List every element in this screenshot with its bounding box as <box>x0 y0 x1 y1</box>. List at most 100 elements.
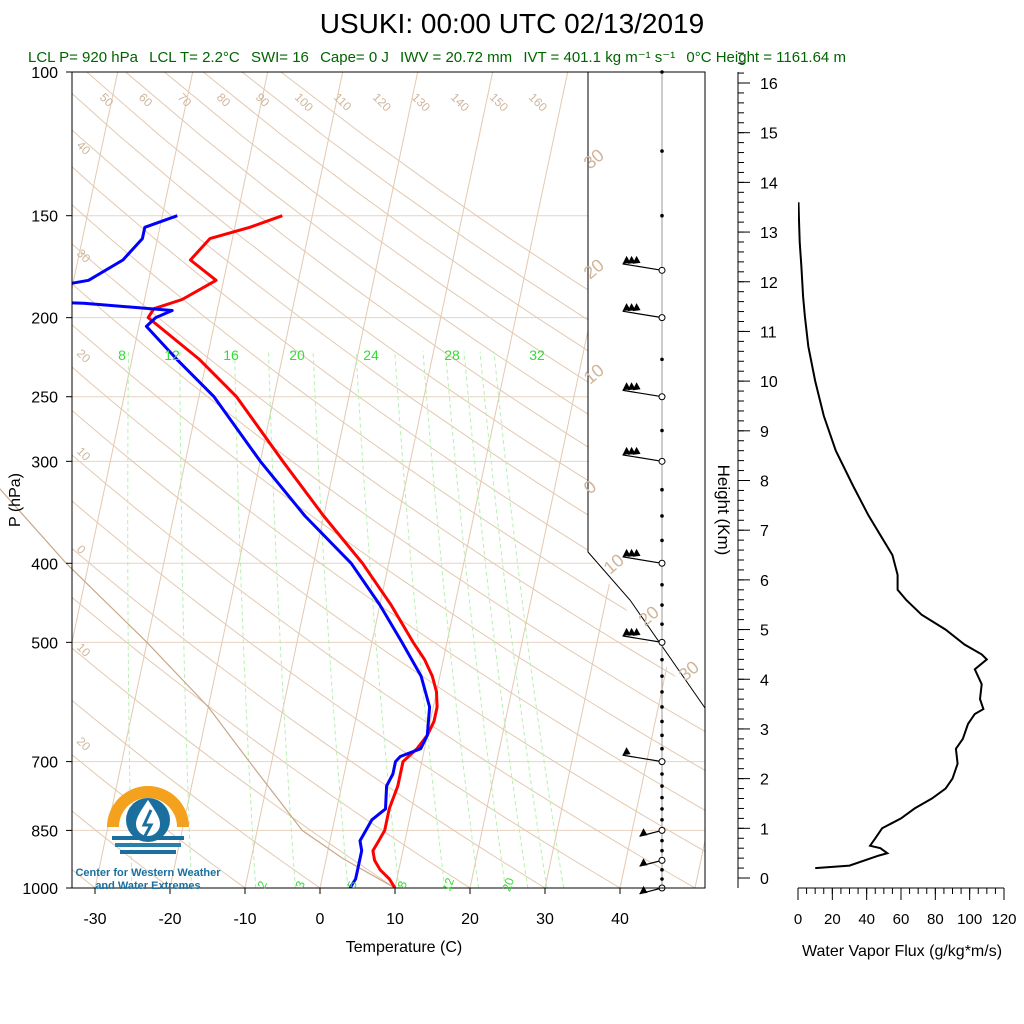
wvf-x-tick-label: 40 <box>858 911 875 928</box>
wind-level-dot <box>660 719 664 724</box>
x-tick-label: -10 <box>233 911 256 928</box>
wvf-y-tick-label: 10 <box>760 374 778 391</box>
barb-station-circle <box>658 826 666 834</box>
dry-adiabat-label: 80 <box>214 90 234 110</box>
wind-level-dot <box>660 838 664 843</box>
mixing-ratio-line <box>422 351 480 888</box>
barb-panel-mask <box>588 72 705 708</box>
y-tick-label: 850 <box>31 823 58 840</box>
wind-level-dot <box>660 733 664 738</box>
mixing-ratio-line <box>268 351 296 888</box>
water-vapor-flux-plot: 0 20 40 60 80 100 120012345678910111213141516 … <box>714 52 1017 960</box>
wind-level-dot <box>660 428 664 433</box>
x-tick-label: 0 <box>316 911 325 928</box>
mixing-ratio-label: 16 <box>223 347 239 363</box>
barb-flag <box>632 627 641 636</box>
wind-level-dot <box>660 149 664 153</box>
wvf-x-tick-label: 20 <box>824 911 841 928</box>
wvf-y-tick-label: 8 <box>760 474 769 491</box>
barb-staff <box>622 635 663 643</box>
wvf-y-tick-label: 14 <box>760 175 778 192</box>
wind-level-dot <box>660 487 664 492</box>
mixing-ratio-label: 20 <box>289 347 305 363</box>
barb-staff <box>622 310 663 319</box>
wind-level-dot <box>660 818 664 822</box>
barb-station-circle <box>658 457 666 465</box>
mixing-ratio-label: 20 <box>499 876 517 894</box>
mixing-ratio-label: 8 <box>118 347 126 363</box>
barb-staff <box>622 263 663 271</box>
wvf-y-tick-label: 13 <box>760 225 778 242</box>
dry-adiabat-label: 20 <box>74 734 94 754</box>
mixing-ratio-line <box>493 351 565 888</box>
dry-adiabat <box>72 243 705 695</box>
dry-adiabat-label: 20 <box>74 346 94 366</box>
barb-flag <box>627 255 636 264</box>
barb-staff <box>622 556 663 564</box>
mixing-ratio-line <box>234 351 257 888</box>
wvf-y-tick-label: 7 <box>760 523 769 540</box>
logo-sun-arc <box>107 786 189 828</box>
barb-flag <box>639 885 648 894</box>
mixing-ratio-line <box>312 351 349 888</box>
wind-barb <box>622 747 666 766</box>
wvf-y-tick-label: 4 <box>760 672 769 689</box>
mixing-ratio-line <box>445 351 506 888</box>
y-axis-title: P (hPa) <box>7 473 24 527</box>
mixing-ratio-line <box>179 351 192 888</box>
wvf-y-tick-label: 9 <box>760 424 769 441</box>
dry-adiabat <box>72 283 705 733</box>
barb-station-circle <box>658 638 666 646</box>
barb-station-circle <box>658 393 666 401</box>
dry-adiabat-label: 120 <box>370 90 394 114</box>
mixing-ratio-label: 28 <box>444 347 460 363</box>
wind-barb <box>622 382 666 401</box>
y-tick-label: 200 <box>31 311 58 328</box>
dry-adiabat <box>72 454 696 888</box>
isotherm-line <box>394 72 569 888</box>
dry-adiabat <box>86 72 705 520</box>
wind-barb <box>622 627 666 646</box>
dry-adiabat-label: 60 <box>136 90 156 110</box>
isotherm-line <box>319 72 494 888</box>
isotherm-line <box>244 72 419 888</box>
wind-level-dot <box>660 657 664 662</box>
dry-adiabat <box>72 204 705 658</box>
wind-level-dot <box>660 705 664 709</box>
wvf-y-tick-label: 15 <box>760 126 778 143</box>
barb-flag <box>622 255 631 264</box>
x-tick-label: 40 <box>611 911 629 928</box>
skew-t-frame <box>71 71 706 889</box>
barb-flag <box>632 255 641 264</box>
wind-level-dot <box>660 538 664 543</box>
wind-level-dot <box>660 690 664 694</box>
barb-staff <box>622 389 663 398</box>
dry-adiabat <box>72 129 705 587</box>
x-tick-label: 20 <box>461 911 479 928</box>
wind-level-dot <box>660 622 664 626</box>
sounding-info-bar: LCL P= 920 hPa LCL T= 2.2°C SWI= 16 Cape… <box>28 48 853 66</box>
wind-level-dot <box>660 746 664 751</box>
mixing-ratio-line <box>463 351 529 888</box>
barb-station-circle <box>658 314 666 322</box>
wvf-x-tick-label: 80 <box>927 911 944 928</box>
dry-adiabat-label: 100 <box>292 90 316 114</box>
wvf-y-tick-label: 6 <box>760 573 769 590</box>
wind-level-dot <box>660 807 664 811</box>
barb-station-circle <box>658 856 666 864</box>
wind-level-dot <box>660 784 664 788</box>
barb-flag <box>632 303 641 312</box>
dry-adiabat <box>72 699 321 888</box>
info-cape: Cape= 0 J <box>320 49 389 66</box>
mixing-ratio-label: 32 <box>529 347 545 363</box>
dry-adiabat-label: 160 <box>526 90 550 114</box>
info-lcl-p: LCL P= 920 hPa <box>28 49 138 66</box>
mixing-ratio-label: 24 <box>363 347 379 363</box>
wind-level-dot <box>660 868 664 872</box>
dry-adiabat-label: 40 <box>74 138 94 158</box>
wind-level-dot <box>660 877 664 881</box>
wind-barb <box>622 255 666 274</box>
barb-station-circle <box>658 266 666 274</box>
x-tick-label: -20 <box>158 911 181 928</box>
